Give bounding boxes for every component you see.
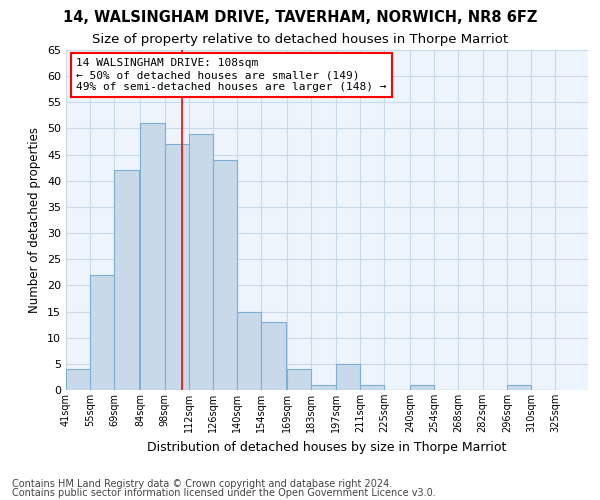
Bar [237,312,262,390]
Bar [140,123,164,390]
Text: 14, WALSINGHAM DRIVE, TAVERHAM, NORWICH, NR8 6FZ: 14, WALSINGHAM DRIVE, TAVERHAM, NORWICH,… [63,10,537,25]
Bar [115,170,139,390]
Bar [410,385,434,390]
Text: Contains public sector information licensed under the Open Government Licence v3: Contains public sector information licen… [12,488,436,498]
X-axis label: Distribution of detached houses by size in Thorpe Marriot: Distribution of detached houses by size … [148,440,506,454]
Bar [287,369,311,390]
Bar [90,275,115,390]
Text: Contains HM Land Registry data © Crown copyright and database right 2024.: Contains HM Land Registry data © Crown c… [12,479,392,489]
Text: 14 WALSINGHAM DRIVE: 108sqm
← 50% of detached houses are smaller (149)
49% of se: 14 WALSINGHAM DRIVE: 108sqm ← 50% of det… [76,58,387,92]
Bar [189,134,213,390]
Bar [311,385,335,390]
Bar [262,322,286,390]
Y-axis label: Number of detached properties: Number of detached properties [28,127,41,313]
Bar [213,160,237,390]
Bar [335,364,360,390]
Bar [66,369,90,390]
Bar [507,385,531,390]
Bar [164,144,189,390]
Bar [360,385,384,390]
Text: Size of property relative to detached houses in Thorpe Marriot: Size of property relative to detached ho… [92,32,508,46]
